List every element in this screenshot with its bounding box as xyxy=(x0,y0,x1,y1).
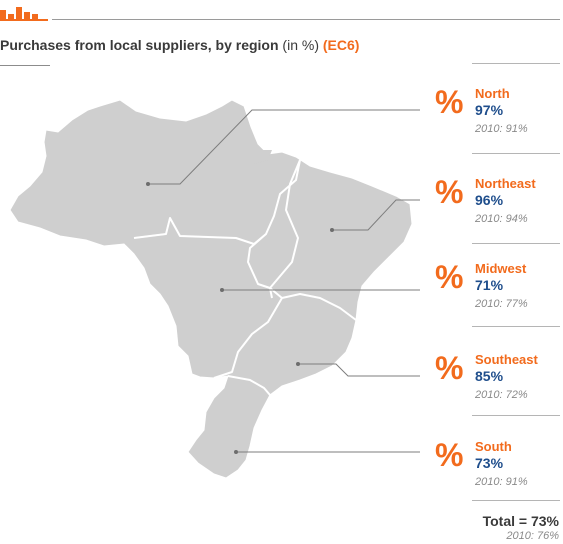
region-southeast: % Southeast 85% 2010: 72% xyxy=(435,352,563,422)
region-name: North xyxy=(475,86,510,101)
divider xyxy=(472,326,560,327)
region-value: 85% xyxy=(475,368,504,384)
region-value: 96% xyxy=(475,192,504,208)
region-previous: 2010: 77% xyxy=(475,298,528,310)
title-unit: (in %) xyxy=(278,37,323,53)
title-main: Purchases from local suppliers, by regio… xyxy=(0,37,279,53)
region-name: South xyxy=(475,439,512,454)
region-value: 73% xyxy=(475,455,504,471)
region-previous: 2010: 91% xyxy=(475,476,528,488)
region-south: % South 73% 2010: 91% xyxy=(435,439,563,509)
percent-icon: % xyxy=(435,259,464,295)
brazil-outline xyxy=(9,99,413,479)
region-name: Southeast xyxy=(475,352,538,367)
percent-icon: % xyxy=(435,350,464,386)
marajo-island xyxy=(246,150,272,164)
region-name: Northeast xyxy=(475,176,536,191)
region-borders xyxy=(133,159,357,396)
region-previous: 2010: 72% xyxy=(475,389,528,401)
bar-chart-icon xyxy=(0,3,40,19)
page-title: Purchases from local suppliers, by regio… xyxy=(0,37,359,53)
leader-dots xyxy=(146,182,334,454)
region-value: 71% xyxy=(475,277,504,293)
percent-icon: % xyxy=(435,437,464,473)
divider xyxy=(472,63,560,64)
header-divider xyxy=(52,19,560,20)
percent-icon: % xyxy=(435,84,464,120)
region-midwest: % Midwest 71% 2010: 77% xyxy=(435,261,563,331)
region-value: 97% xyxy=(475,102,504,118)
divider xyxy=(472,500,560,501)
region-name: Midwest xyxy=(475,261,527,276)
total-previous: 2010: 76% xyxy=(506,530,559,542)
region-previous: 2010: 91% xyxy=(475,123,528,135)
total-value: Total = 73% xyxy=(482,513,559,529)
leader-lines xyxy=(148,109,420,453)
divider xyxy=(472,243,560,244)
accent-rule xyxy=(0,19,48,21)
divider xyxy=(472,153,560,154)
header-bar xyxy=(0,0,563,24)
region-previous: 2010: 94% xyxy=(475,213,528,225)
percent-icon: % xyxy=(435,174,464,210)
region-north: % North 97% 2010: 91% xyxy=(435,86,563,156)
region-northeast: % Northeast 96% 2010: 94% xyxy=(435,176,563,246)
title-code: (EC6) xyxy=(322,37,360,53)
divider xyxy=(472,415,560,416)
title-divider xyxy=(0,65,50,66)
